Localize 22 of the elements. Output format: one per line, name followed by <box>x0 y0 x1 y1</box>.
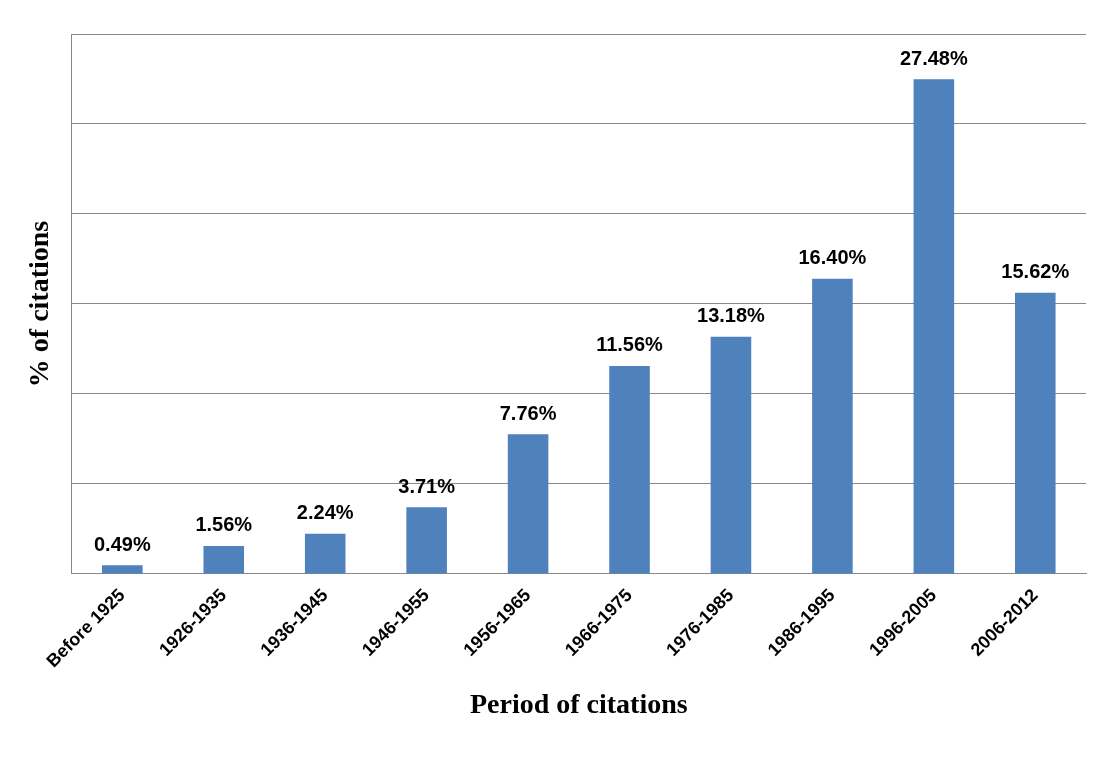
bar <box>1014 292 1056 574</box>
data-label: 3.71% <box>398 474 456 497</box>
bar <box>812 278 853 574</box>
data-label: 27.48% <box>899 46 968 69</box>
data-label: 1.56% <box>195 513 253 536</box>
bar <box>304 533 346 574</box>
data-label: 15.62% <box>1001 260 1070 283</box>
bar <box>203 545 245 574</box>
bar <box>406 507 447 574</box>
data-label: 16.40% <box>798 246 867 269</box>
bar <box>102 565 143 574</box>
data-label: 2.24% <box>296 501 354 524</box>
data-label: 0.49% <box>93 532 151 555</box>
data-label: 7.76% <box>499 401 557 424</box>
bar <box>609 365 650 574</box>
bar <box>913 79 955 574</box>
data-label: 11.56% <box>596 333 664 356</box>
x-axis-title: Period of citations <box>469 688 688 720</box>
bar <box>507 434 549 574</box>
bar <box>710 336 752 574</box>
data-label: 13.18% <box>697 304 766 327</box>
y-axis-title: % of citations <box>23 220 55 388</box>
